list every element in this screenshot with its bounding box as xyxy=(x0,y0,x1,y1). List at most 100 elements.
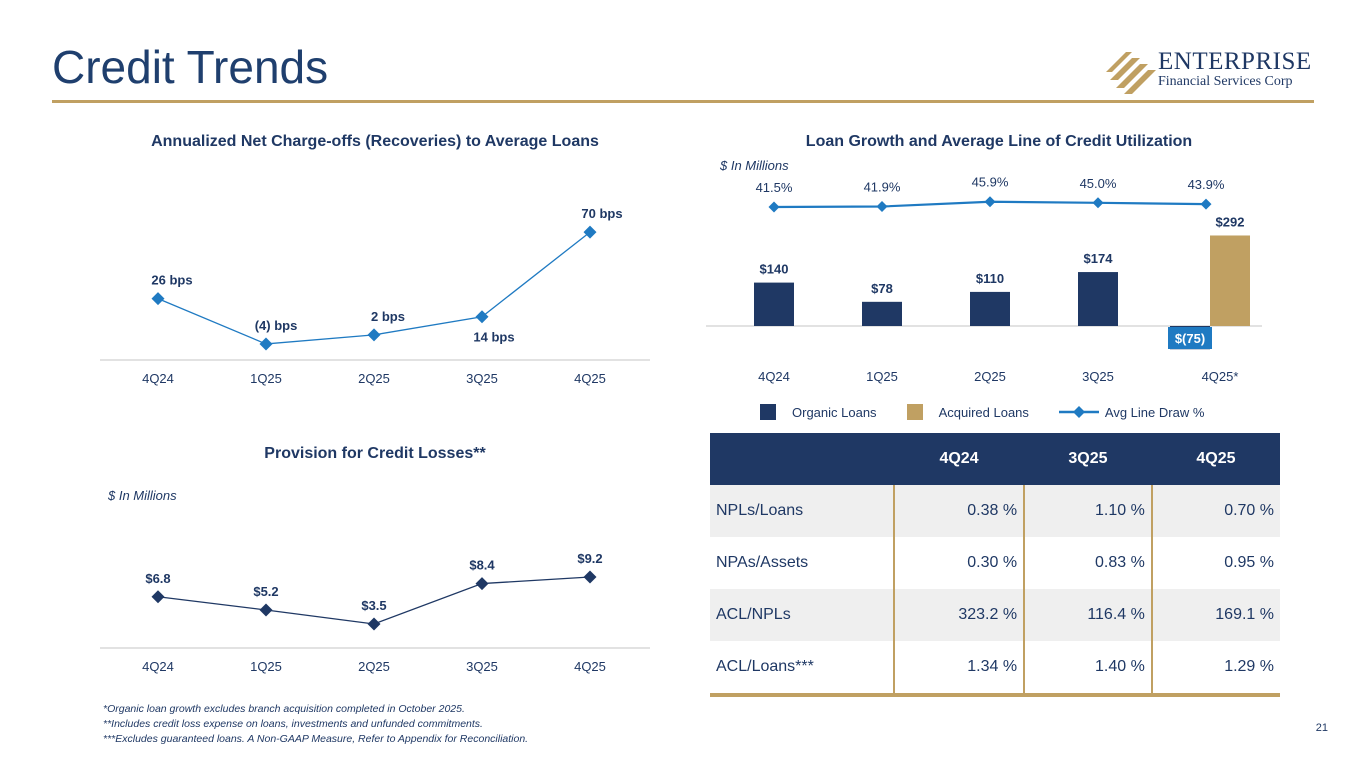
organic-loans-bar xyxy=(862,301,902,326)
x-tick-label: 4Q24 xyxy=(758,369,790,384)
title-divider xyxy=(52,100,1314,103)
line-draw-label: 45.9% xyxy=(972,175,1009,190)
data-point xyxy=(475,310,489,324)
logo-name: ENTERPRISE xyxy=(1158,48,1312,75)
footnote: ***Excludes guaranteed loans. A Non-GAAP… xyxy=(103,733,529,745)
loan-chart-legend: Organic Loans Acquired Loans Avg Line Dr… xyxy=(760,404,1234,420)
x-tick-label: 4Q24 xyxy=(142,659,174,674)
table-cell: 1.10 % xyxy=(1024,485,1153,537)
x-tick-label: 3Q25 xyxy=(466,659,498,674)
acquired-loans-bar xyxy=(1210,235,1250,326)
row-label: NPAs/Assets xyxy=(710,537,895,589)
table-cell: 169.1 % xyxy=(1151,589,1280,641)
data-label: $9.2 xyxy=(577,551,602,566)
organic-loans-bar xyxy=(970,291,1010,326)
data-point xyxy=(475,577,489,591)
x-tick-label: 4Q24 xyxy=(142,371,174,386)
x-tick-label: 2Q25 xyxy=(358,659,390,674)
line-draw-label: 41.9% xyxy=(864,180,901,195)
logo-stripes-icon xyxy=(1106,52,1156,94)
data-label: 14 bps xyxy=(473,330,514,345)
line-draw-point xyxy=(768,201,780,213)
table-cell: 0.30 % xyxy=(894,537,1026,589)
data-label: 2 bps xyxy=(371,309,405,324)
table-header-blank xyxy=(710,433,894,485)
table-cell: 323.2 % xyxy=(894,589,1026,641)
data-label: $8.4 xyxy=(469,558,495,573)
data-point xyxy=(367,617,381,631)
table-cell: 0.83 % xyxy=(1024,537,1153,589)
credit-metrics-table: 4Q24 3Q25 4Q25 NPLs/Loans 0.38 % 1.10 % … xyxy=(710,433,1280,697)
row-label: NPLs/Loans xyxy=(710,485,895,537)
bar-label: $174 xyxy=(1084,251,1114,266)
company-logo: ENTERPRISE Financial Services Corp xyxy=(1106,48,1316,94)
row-label: ACL/NPLs xyxy=(710,589,895,641)
x-tick-label: 3Q25 xyxy=(1082,369,1114,384)
line-draw-point xyxy=(1092,197,1104,209)
table-cell: 0.95 % xyxy=(1224,554,1274,571)
table-row: ACL/Loans*** 1.34 % 1.40 % 1.29 % xyxy=(710,641,1280,697)
table-row: NPLs/Loans 0.38 % 1.10 % 0.70 % xyxy=(710,485,1280,537)
series-line xyxy=(157,231,591,345)
legend-label-line-draw: Avg Line Draw % xyxy=(1104,404,1205,420)
footnotes: *Organic loan growth excludes branch acq… xyxy=(103,702,528,747)
x-tick-label: 3Q25 xyxy=(466,371,498,386)
loan-bar-chart: 4Q24 1Q25 2Q25 3Q25 4Q25* $140 $78 $110 $174 $(75… xyxy=(706,175,1262,384)
legend-organic-loans: Organic Loans xyxy=(760,404,877,420)
table-cell: 116.4 % xyxy=(1024,589,1153,641)
table-row: NPAs/Assets 0.30 % 0.83 % 0.95 % xyxy=(710,537,1280,589)
x-tick-label: 4Q25* xyxy=(1202,369,1239,384)
organic-loans-bar xyxy=(754,282,794,326)
legend-label-organic: Organic Loans xyxy=(792,404,877,420)
footnote: *Organic loan growth excludes branch acq… xyxy=(103,703,465,715)
table-header-3q25: 3Q25 xyxy=(1024,433,1152,485)
data-label: $5.2 xyxy=(253,584,278,599)
bar-label: $140 xyxy=(760,262,789,277)
data-point xyxy=(367,328,381,342)
x-tick-label: 2Q25 xyxy=(974,369,1006,384)
line-draw-label: 43.9% xyxy=(1188,177,1225,192)
data-label: $3.5 xyxy=(361,598,386,613)
x-tick-label: 1Q25 xyxy=(250,659,282,674)
bar-label: $78 xyxy=(871,281,893,296)
legend-avg-line-draw: Avg Line Draw % xyxy=(1058,404,1205,420)
legend-swatch-acquired xyxy=(906,404,923,420)
bar-label-background xyxy=(1168,327,1212,349)
nco-chart-title: Annualized Net Charge-offs (Recoveries) … xyxy=(151,133,599,150)
legend-line-diamond-icon xyxy=(1058,406,1099,418)
line-draw-point xyxy=(1200,198,1212,210)
data-point xyxy=(259,337,273,351)
nco-line-chart: 4Q24 1Q25 2Q25 3Q25 4Q25 26 bps (4) bps 2 bps 14… xyxy=(100,206,650,386)
data-label: 70 bps xyxy=(581,206,622,221)
x-tick-label: 4Q25 xyxy=(574,371,606,386)
data-point xyxy=(151,590,165,604)
loan-chart-unit: $ In Millions xyxy=(720,158,789,173)
data-label: $6.8 xyxy=(145,571,170,586)
table-cell: 0.38 % xyxy=(894,485,1026,537)
provision-chart-title: Provision for Credit Losses** xyxy=(264,445,486,462)
provision-line-chart: 4Q24 1Q25 2Q25 3Q25 4Q25 $6.8 $5.2 $3.5 $8.4 $9.2 xyxy=(100,551,650,674)
data-point xyxy=(259,603,273,617)
table-header-row: 4Q24 3Q25 4Q25 xyxy=(710,433,1280,485)
bar-label: $292 xyxy=(1216,214,1245,229)
bar-label: $(75) xyxy=(1175,331,1205,346)
row-label: ACL/Loans*** xyxy=(710,641,895,697)
logo-subtitle: Financial Services Corp xyxy=(1158,74,1293,89)
page-number: 21 xyxy=(1315,722,1328,734)
line-draw-label: 45.0% xyxy=(1080,176,1117,191)
loan-chart-title: Loan Growth and Average Line of Credit U… xyxy=(805,133,1193,150)
legend-label-acquired: Acquired Loans xyxy=(938,404,1029,420)
table-header-4q25: 4Q25 xyxy=(1151,433,1280,485)
footnote: **Includes credit loss expense on loans,… xyxy=(103,718,483,730)
table-cell: 1.40 % xyxy=(1024,641,1153,697)
legend-acquired-loans: Acquired Loans xyxy=(906,404,1029,420)
table-row: ACL/NPLs 323.2 % 116.4 % 169.1 % xyxy=(710,589,1280,641)
table-cell: 1.34 % xyxy=(894,641,1026,697)
table-cell: 1.29 % xyxy=(1151,641,1280,697)
x-tick-label: 1Q25 xyxy=(250,371,282,386)
table-header-4q24: 4Q24 xyxy=(894,433,1025,485)
line-draw-point xyxy=(984,196,996,208)
organic-loans-bar xyxy=(1078,272,1118,326)
bar-label: $110 xyxy=(976,271,1004,286)
legend-swatch-organic xyxy=(760,404,776,420)
